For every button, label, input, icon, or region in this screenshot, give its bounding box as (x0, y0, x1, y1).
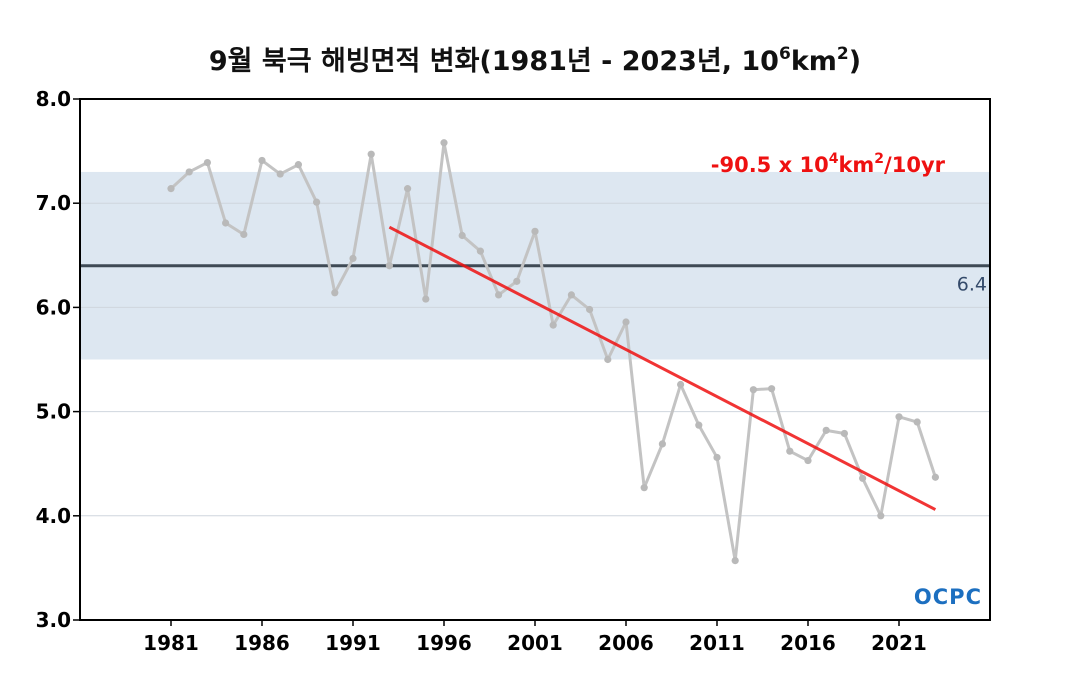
x-tick-label: 2011 (689, 631, 745, 655)
data-point (768, 385, 776, 393)
x-tick-label: 1981 (143, 631, 199, 655)
mean-value-label: 6.4 (957, 274, 987, 296)
data-point (531, 227, 539, 235)
data-point (822, 426, 830, 434)
x-tick-label: 2016 (780, 631, 836, 655)
data-point (313, 198, 321, 206)
data-point (731, 557, 739, 565)
data-point (203, 158, 211, 167)
title-sup-2: 2 (837, 44, 849, 64)
y-tick-label: 3.0 (36, 608, 71, 632)
data-point (931, 473, 940, 481)
data-point (549, 321, 557, 329)
title-suffix: ) (849, 46, 861, 77)
series-line-group (167, 139, 940, 565)
trend-label-prefix: -90.5 x 10 (711, 153, 829, 177)
x-tick-label: 2001 (507, 631, 563, 655)
y-tick-label: 4.0 (36, 504, 71, 528)
trend-label: -90.5 x 104km2/10yr (711, 151, 946, 177)
data-point (476, 247, 484, 255)
data-point (713, 453, 721, 462)
title-sup-1: 6 (779, 44, 791, 64)
data-point (404, 185, 412, 193)
data-point (367, 150, 375, 158)
data-point (640, 484, 648, 492)
y-axis-ticks: 3.0 4.0 5.0 6.0 7.0 8.0 (36, 87, 80, 632)
trend-label-sup-2: 2 (874, 151, 884, 167)
data-point (658, 440, 667, 448)
trend-line-group (388, 225, 937, 511)
data-point (859, 474, 867, 482)
data-point (622, 318, 630, 326)
x-tick-label: 2006 (598, 631, 654, 655)
data-point (240, 230, 248, 239)
data-point (604, 355, 612, 364)
data-point (804, 456, 812, 465)
data-point (276, 170, 284, 178)
x-axis-ticks: 1981 1986 1991 1996 2001 2006 2011 2016 2021 (143, 620, 927, 655)
data-point (749, 386, 758, 394)
data-point (349, 254, 357, 263)
data-point (385, 262, 393, 270)
title-prefix: 9월 북극 해빙면적 변화(1981년 - 2023년, 10 (209, 46, 779, 77)
y-tick-label: 6.0 (36, 295, 71, 319)
data-point (185, 168, 193, 176)
data-point (458, 231, 466, 240)
trend-label-suffix: /10yr (884, 153, 946, 177)
y-tick-label: 8.0 (36, 87, 71, 111)
data-point (167, 185, 175, 193)
x-tick-label: 1986 (234, 631, 290, 655)
gridlines (80, 202, 990, 517)
data-point (331, 289, 339, 297)
data-point (222, 219, 230, 227)
data-point (495, 291, 503, 299)
trend-label-mid: km (838, 153, 874, 177)
data-point (422, 295, 430, 303)
data-point (677, 380, 685, 389)
data-point (895, 413, 903, 421)
data-point (786, 447, 794, 455)
data-point (440, 139, 448, 147)
data-point (513, 277, 521, 285)
data-point (294, 161, 302, 169)
x-tick-label: 2021 (871, 631, 927, 655)
x-tick-label: 1996 (416, 631, 472, 655)
trend-line (388, 225, 937, 511)
y-tick-label: 5.0 (36, 400, 71, 424)
data-point (695, 421, 703, 429)
data-point (877, 512, 885, 520)
x-tick-label: 1991 (325, 631, 381, 655)
title-mid: km (791, 46, 837, 77)
chart-title: 9월 북극 해빙면적 변화(1981년 - 2023년, 106km2) (209, 44, 861, 77)
trend-label-sup-1: 4 (829, 151, 839, 167)
y-tick-label: 7.0 (36, 191, 71, 215)
ocpc-logo: OCPC (914, 585, 982, 609)
data-point (567, 291, 576, 299)
data-point (258, 156, 266, 165)
data-point (586, 305, 594, 314)
data-point (840, 429, 849, 438)
data-point (913, 418, 921, 426)
